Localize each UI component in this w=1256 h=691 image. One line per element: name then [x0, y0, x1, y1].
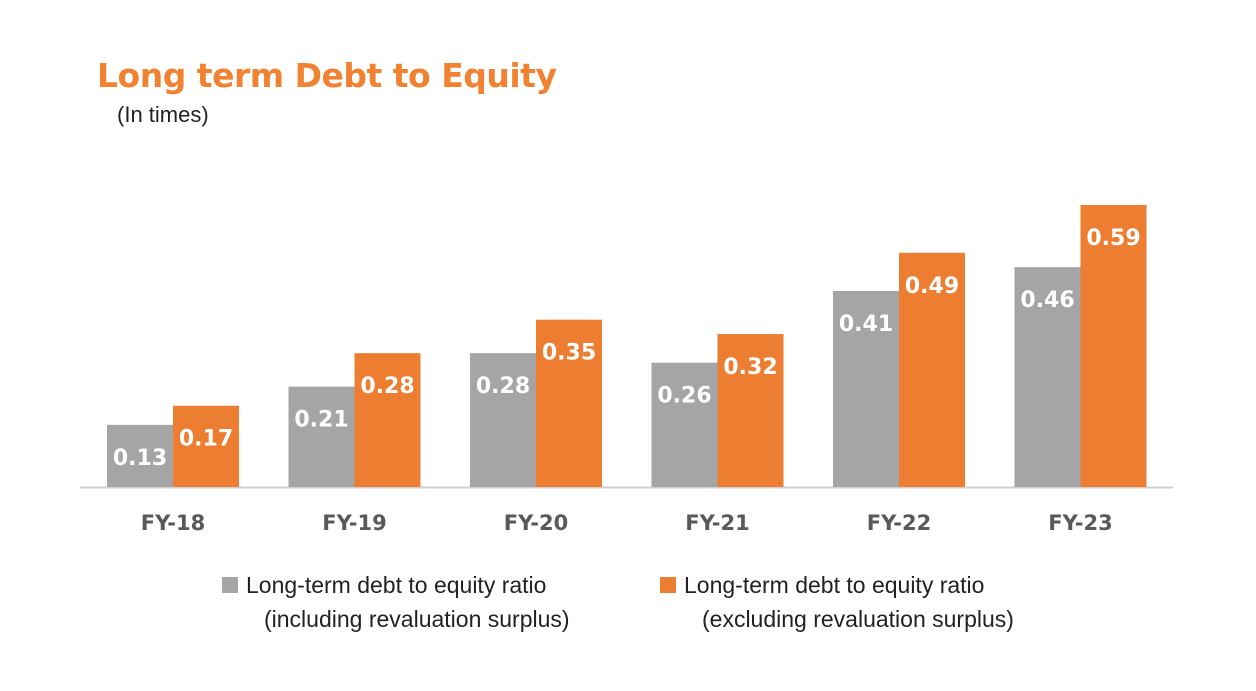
legend-label-line1: Long-term debt to equity ratio: [246, 572, 547, 598]
data-label-fy-20-series1: 0.28: [476, 374, 530, 399]
chart-title: Long term Debt to Equity: [97, 56, 557, 95]
data-label-fy-21-series2: 0.32: [723, 355, 777, 380]
data-labels-group: 0.13 0.17 0.21 0.28 0.28 0.35 0.26 0.32 0.41 0.49…: [113, 226, 1141, 471]
bar-fy-20-series1: [470, 353, 536, 487]
legend-swatch-gray: [222, 577, 238, 593]
x-tick-label: FY-23: [1048, 511, 1112, 535]
bar-fy-21-series2: [717, 334, 784, 487]
x-tick-label: FY-21: [685, 511, 749, 535]
bar-fy-23-series2: [1080, 204, 1147, 488]
bar-fy-22-series1: [833, 291, 899, 487]
data-label-fy-18-series1: 0.13: [113, 446, 167, 471]
data-label-fy-19-series2: 0.28: [360, 374, 414, 399]
data-label-fy-20-series2: 0.35: [542, 341, 596, 366]
x-tick-label: FY-20: [504, 511, 568, 535]
x-tick-label: FY-22: [867, 511, 931, 535]
legend-label-line2: (including revaluation surplus): [264, 606, 570, 632]
legend-label-line2: (excluding revaluation surplus): [702, 606, 1014, 632]
data-label-fy-23-series2: 0.59: [1086, 226, 1140, 251]
bar-fy-22-series2: [899, 252, 965, 487]
bar-fy-18-series1: [107, 424, 173, 487]
legend-label-line1: Long-term debt to equity ratio: [684, 572, 985, 598]
data-label-fy-18-series2: 0.17: [179, 427, 233, 452]
x-tick-label: FY-18: [141, 511, 205, 535]
data-label-fy-21-series1: 0.26: [657, 384, 711, 409]
bar-fy-23-series1: [1014, 267, 1081, 487]
x-tick-label: FY-19: [322, 511, 386, 535]
x-tick-labels-group: FY-18 FY-19 FY-20 FY-21 FY-22 FY-23: [141, 511, 1113, 535]
bar-fy-19-series1: [288, 386, 355, 487]
bar-fy-18-series2: [173, 405, 239, 487]
data-label-fy-23-series1: 0.46: [1020, 288, 1074, 313]
data-label-fy-19-series1: 0.21: [294, 408, 348, 433]
bar-fy-20-series2: [536, 319, 602, 487]
chart-subtitle: (In times): [117, 102, 209, 127]
legend-swatch-orange: [660, 577, 676, 593]
bar-fy-21-series1: [651, 362, 718, 487]
bars-group: [107, 204, 1147, 488]
data-label-fy-22-series2: 0.49: [905, 274, 959, 299]
data-label-fy-22-series1: 0.41: [839, 312, 893, 337]
bar-fy-19-series2: [354, 353, 421, 487]
